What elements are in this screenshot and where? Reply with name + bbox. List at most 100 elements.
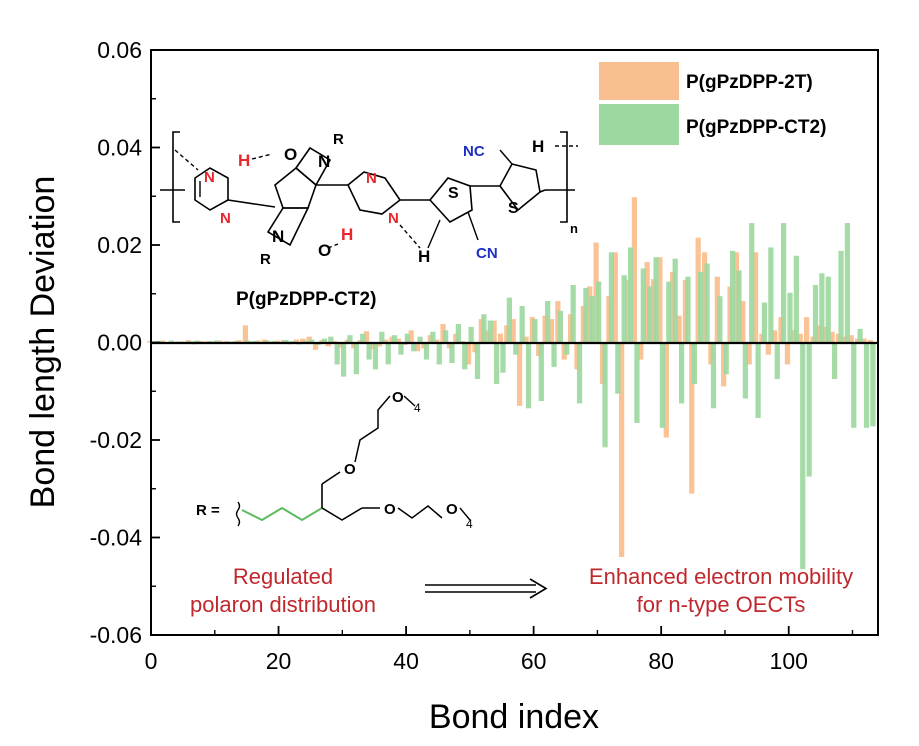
- bar-2t-107: [829, 331, 835, 343]
- y-tick-label: 0.04: [97, 135, 142, 161]
- bar-ct2-32: [353, 342, 359, 375]
- bar-ct2-113: [870, 342, 876, 427]
- bar-ct2-102: [800, 342, 806, 570]
- bar-ct2-59: [525, 342, 532, 409]
- bar-2t-93: [740, 301, 746, 343]
- bar-ct2-83: [678, 342, 685, 404]
- atom-o: O: [284, 145, 297, 164]
- repeat-subscript: n: [570, 221, 578, 236]
- bar-ct2-66: [570, 284, 576, 343]
- bar-ct2-84: [685, 276, 691, 343]
- bar-2t-77: [638, 342, 644, 360]
- double-arrow: [425, 578, 548, 599]
- bar-2t-112: [861, 338, 867, 343]
- bar-ct2-85: [691, 342, 697, 384]
- note-left-line1: Regulated: [233, 564, 333, 589]
- bar-ct2-9: [207, 341, 213, 343]
- legend-label-ct2: P(gPzDPP-CT2): [686, 117, 826, 138]
- bar-ct2-67: [576, 342, 583, 404]
- cyano-group: NC: [463, 143, 485, 160]
- bar-ct2-80: [659, 342, 666, 428]
- side-chain-structure: R = O O 4 O O 4: [196, 389, 473, 531]
- x-axis-ticks: 0 20 40 60 80 100: [145, 626, 854, 674]
- bar-ct2-70: [596, 281, 602, 343]
- bar-ct2-15: [245, 340, 251, 343]
- bar-ct2-98: [774, 342, 780, 380]
- bar-ct2-62: [545, 301, 551, 343]
- bar-ct2-50: [468, 326, 474, 343]
- bar-ct2-39: [398, 342, 404, 355]
- bar-2t-26: [312, 342, 319, 350]
- bar-ct2-92: [736, 270, 742, 343]
- atom-n: N: [388, 210, 399, 227]
- bar-ct2-112: [863, 342, 870, 428]
- bar-ct2-6: [187, 341, 194, 343]
- bar-2t-14: [236, 340, 242, 343]
- bar-ct2-42: [417, 336, 423, 343]
- annotations: Regulated polaron distribution Enhanced …: [190, 564, 853, 617]
- atom-o: O: [384, 501, 396, 518]
- bar-ct2-19: [270, 341, 277, 343]
- bar-ct2-91: [729, 250, 736, 343]
- bar-2t-11: [217, 340, 223, 343]
- atom-s: S: [448, 185, 459, 202]
- bar-2t-58: [516, 342, 523, 406]
- bar-ct2-48: [455, 323, 461, 343]
- bar-ct2-72: [608, 252, 615, 343]
- atom-n: N: [366, 170, 377, 187]
- bar-ct2-49: [462, 342, 468, 370]
- y-tick-label: -0.02: [90, 427, 142, 453]
- atom-h: H: [341, 225, 353, 244]
- bar-2t-28: [325, 342, 331, 347]
- bar-ct2-28: [328, 336, 334, 343]
- bar-2t-15: [242, 325, 248, 343]
- bar-ct2-54: [494, 342, 500, 384]
- legend: P(gPzDPP-2T) P(gPzDPP-CT2): [599, 62, 826, 145]
- y-tick-label: 0.02: [97, 232, 142, 258]
- bar-ct2-33: [360, 333, 366, 343]
- bar-ct2-111: [857, 328, 863, 343]
- bar-ct2-30: [340, 342, 347, 377]
- bar-ct2-57: [513, 342, 519, 355]
- atom-s: S: [508, 200, 519, 217]
- bar-2t-113: [867, 340, 873, 343]
- bar-ct2-37: [385, 342, 391, 365]
- bar-2t-37: [383, 339, 389, 343]
- bar-ct2-78: [647, 286, 653, 343]
- bar-2t-41: [408, 330, 414, 343]
- atom-h: H: [418, 247, 430, 266]
- y-tick-label: 0.00: [97, 330, 142, 356]
- bar-ct2-16: [251, 341, 257, 343]
- y-tick-label: -0.06: [90, 622, 142, 648]
- bar-ct2-63: [551, 342, 557, 367]
- bar-ct2-106: [825, 276, 831, 343]
- bar-ct2-47: [449, 342, 455, 363]
- bar-ct2-69: [589, 296, 595, 343]
- atom-o: O: [392, 389, 404, 406]
- bar-ct2-61: [538, 342, 544, 401]
- x-tick-label: 100: [770, 648, 808, 674]
- bar-ct2-45: [436, 342, 442, 365]
- atom-o: O: [344, 461, 356, 478]
- bar-ct2-31: [347, 335, 353, 343]
- bar-ct2-56: [506, 297, 513, 343]
- bar-ct2-68: [583, 287, 589, 343]
- bar-ct2-74: [621, 275, 627, 343]
- bar-ct2-100: [787, 292, 793, 343]
- bar-ct2-75: [627, 247, 634, 343]
- bar-2t-81: [663, 342, 669, 438]
- bar-ct2-29: [334, 342, 340, 365]
- bar-ct2-27: [321, 338, 328, 343]
- x-tick-label: 20: [266, 648, 292, 674]
- bar-ct2-96: [761, 302, 768, 343]
- bar-2t-17: [255, 340, 261, 343]
- bar-ct2-38: [391, 335, 398, 343]
- bar-2t-57: [510, 319, 516, 343]
- bar-2t-45: [434, 339, 440, 343]
- bar-ct2-58: [519, 305, 525, 343]
- atom-h: H: [532, 137, 544, 156]
- bar-ct2-71: [602, 342, 608, 448]
- bar-2t-98: [772, 330, 778, 343]
- bar-2t-110: [848, 335, 854, 343]
- bar-ct2-99: [781, 223, 787, 343]
